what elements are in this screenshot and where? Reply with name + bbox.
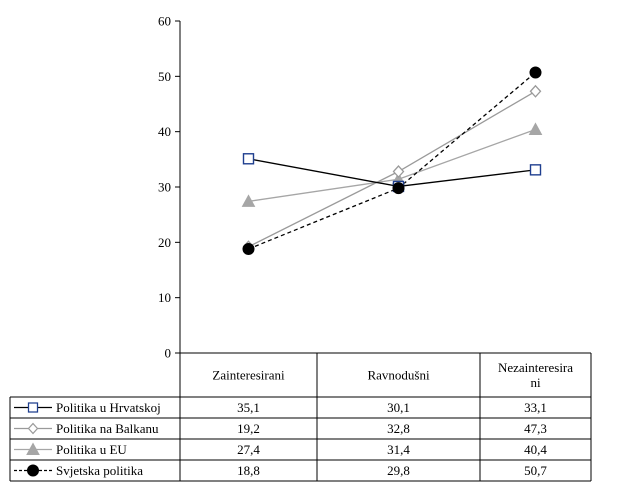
category-label: Ravnodušni	[367, 368, 430, 383]
legend-label: Svjetska politika	[56, 463, 143, 478]
legend-key-marker	[27, 402, 39, 413]
y-tick-label: 60	[158, 14, 171, 29]
y-tick-label: 50	[158, 69, 171, 84]
y-axis: 0 10 20 30 40 50 60	[158, 14, 181, 361]
series-line	[248, 158, 536, 188]
data-point	[392, 165, 405, 178]
table-value: 18,8	[237, 463, 260, 478]
y-tick-label: 20	[158, 235, 171, 250]
table-value: 33,1	[524, 400, 547, 415]
data-point	[528, 122, 543, 135]
y-tick-label: 30	[158, 180, 171, 195]
data-point	[529, 164, 542, 176]
data-point	[242, 242, 255, 255]
plot-area	[241, 66, 543, 255]
legend-label: Politika na Balkanu	[56, 421, 159, 436]
data-point	[529, 84, 542, 98]
table-value: 32,8	[387, 421, 410, 436]
data-point	[392, 182, 405, 195]
table-value: 27,4	[237, 442, 260, 457]
table-value: 19,2	[237, 421, 260, 436]
table-value: 29,8	[387, 463, 410, 478]
legend-label: Politika u EU	[56, 442, 127, 457]
data-point	[241, 194, 256, 207]
y-tick-label: 10	[158, 290, 171, 305]
legend-key-marker	[27, 422, 39, 435]
category-label: Zainteresirani	[212, 368, 285, 383]
table-value: 50,7	[524, 463, 547, 478]
table-value: 35,1	[237, 400, 260, 415]
data-table: Zainteresirani Ravnodušni Nezainteresirani…	[9, 352, 592, 482]
data-point	[242, 153, 255, 165]
y-tick-label: 0	[165, 346, 172, 361]
table-value: 40,4	[524, 442, 547, 457]
legend-key-marker	[26, 442, 40, 455]
data-point	[529, 66, 542, 79]
legend-key-marker	[27, 464, 39, 477]
table-value: 47,3	[524, 421, 547, 436]
series-line	[248, 71, 536, 250]
category-label: Nezainteresira	[498, 360, 573, 375]
legend-label: Politika u Hrvatskoj	[56, 400, 161, 415]
category-label: ni	[530, 375, 541, 390]
y-tick-label: 40	[158, 124, 171, 139]
table-value: 31,4	[387, 442, 410, 457]
table-value: 30,1	[387, 400, 410, 415]
series-line	[248, 90, 536, 248]
